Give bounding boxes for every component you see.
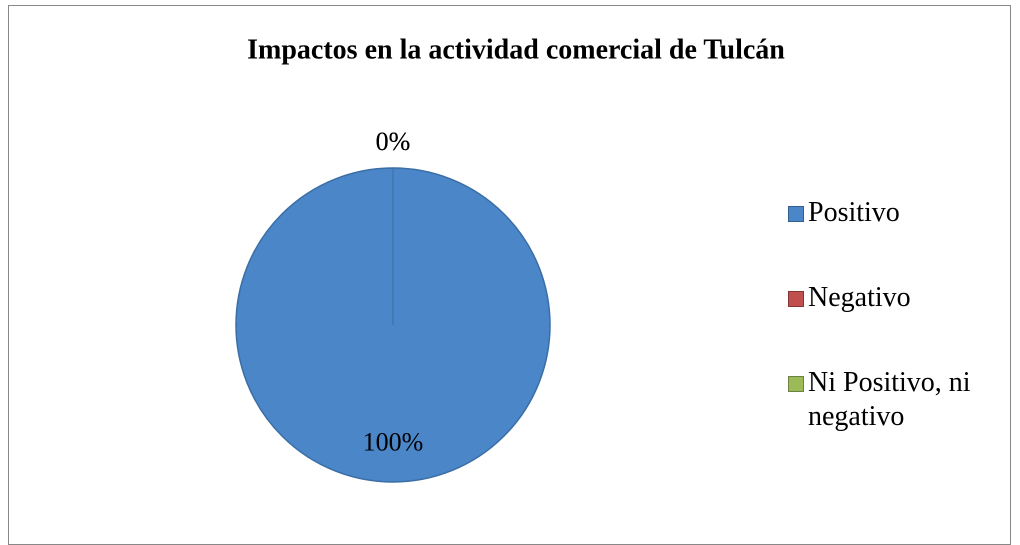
- legend-label: Negativo: [808, 282, 911, 313]
- legend-item: Negativo: [788, 281, 1008, 315]
- legend-swatch: [788, 206, 804, 222]
- legend-label: Positivo: [808, 197, 900, 228]
- data-label: 0%: [376, 127, 411, 156]
- legend-item: Positivo: [788, 196, 1008, 230]
- legend: Positivo Negativo Ni Positivo, ni negativo: [788, 196, 1008, 485]
- legend-swatch: [788, 376, 804, 392]
- legend-label: Ni Positivo, ni negativo: [808, 367, 971, 432]
- data-label: 0%: [376, 127, 411, 156]
- legend-swatch: [788, 291, 804, 307]
- data-label: 100%: [363, 428, 424, 457]
- chart-title: Impactos en la actividad comercial de Tu…: [247, 34, 785, 65]
- legend-item: Ni Positivo, ni negativo: [788, 366, 1008, 434]
